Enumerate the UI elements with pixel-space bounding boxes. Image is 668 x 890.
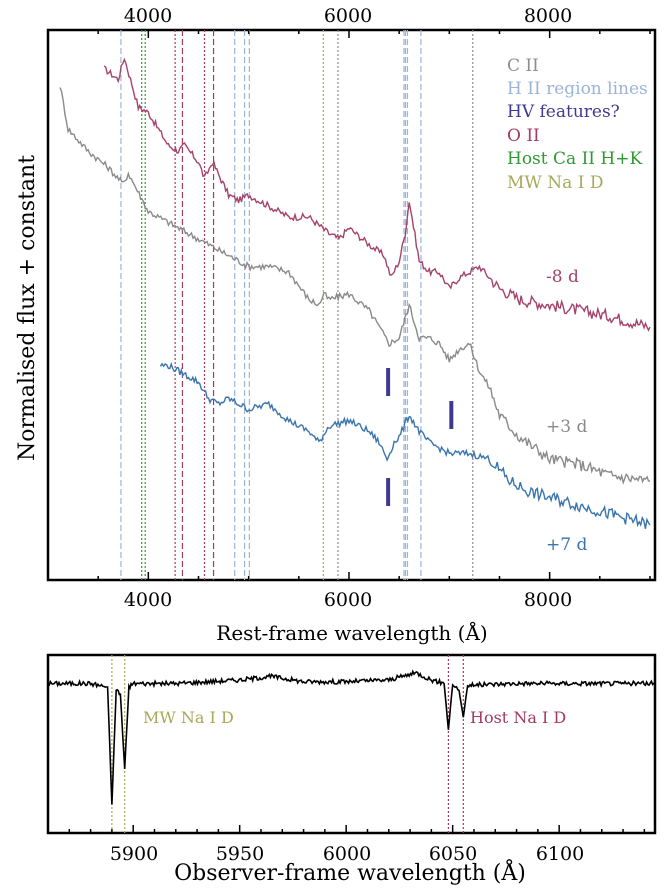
x-tick-top-8000: 8000 xyxy=(524,5,572,27)
bottom-x-tick-6000: 6000 xyxy=(323,843,371,865)
legend-mw-na-i-d: MW Na I D xyxy=(507,173,603,193)
bottom-x-tick-6050: 6050 xyxy=(429,843,477,865)
x-tick-bottom-8000: 8000 xyxy=(524,589,572,611)
top-vertical-lines xyxy=(120,30,474,580)
series-line-2 xyxy=(159,361,651,529)
x-tick-bottom-4000: 4000 xyxy=(124,589,172,611)
annotation-mw-na-i-d: MW Na I D xyxy=(143,708,234,727)
x-tick-bottom-6000: 6000 xyxy=(324,589,372,611)
bottom-plot-frame xyxy=(46,653,657,835)
bottom-series-group xyxy=(47,669,656,805)
legend-h-ii-region-lines: H II region lines xyxy=(507,79,648,99)
bottom-vertical-lines xyxy=(111,655,464,833)
x-tick-top-4000: 4000 xyxy=(124,5,172,27)
series-label-plus-3d: +3 d xyxy=(546,417,587,437)
bottom-x-tick-5900: 5900 xyxy=(110,843,158,865)
top-x-axis-label: Rest-frame wavelength (Å) xyxy=(216,620,487,645)
bottom-panel: 5900 5950 6000 6050 6100 Observer-frame … xyxy=(46,653,657,886)
series-label-plus-7d: +7 d xyxy=(546,535,587,555)
top-ticks xyxy=(47,30,651,580)
bottom-ticks xyxy=(68,825,646,833)
top-panel: 4000 6000 8000 4000 6000 8000 Rest-frame… xyxy=(15,5,657,645)
legend: C II H II region lines HV features? O II… xyxy=(507,56,648,193)
series-line-0 xyxy=(103,57,651,332)
bottom-x-tick-6100: 6100 xyxy=(536,843,584,865)
hv-markers xyxy=(386,368,454,506)
top-series-group xyxy=(59,57,651,529)
bottom-x-axis-label: Observer-frame wavelength (Å) xyxy=(174,858,526,886)
bottom-x-tick-5950: 5950 xyxy=(216,843,264,865)
bottom-series-line-0 xyxy=(47,669,656,805)
top-plot-frame xyxy=(46,28,657,582)
annotation-host-na-i-d: Host Na I D xyxy=(470,708,566,727)
legend-o-ii: O II xyxy=(507,126,540,146)
y-axis-label: Normalised flux + constant xyxy=(15,155,40,461)
legend-hv-features: HV features? xyxy=(507,102,620,122)
x-tick-top-6000: 6000 xyxy=(324,5,372,27)
legend-host-ca-ii: Host Ca II H+K xyxy=(507,149,642,169)
series-label-minus-8d: -8 d xyxy=(546,267,579,287)
legend-c-ii: C II xyxy=(507,56,539,76)
series-line-1 xyxy=(59,87,651,486)
